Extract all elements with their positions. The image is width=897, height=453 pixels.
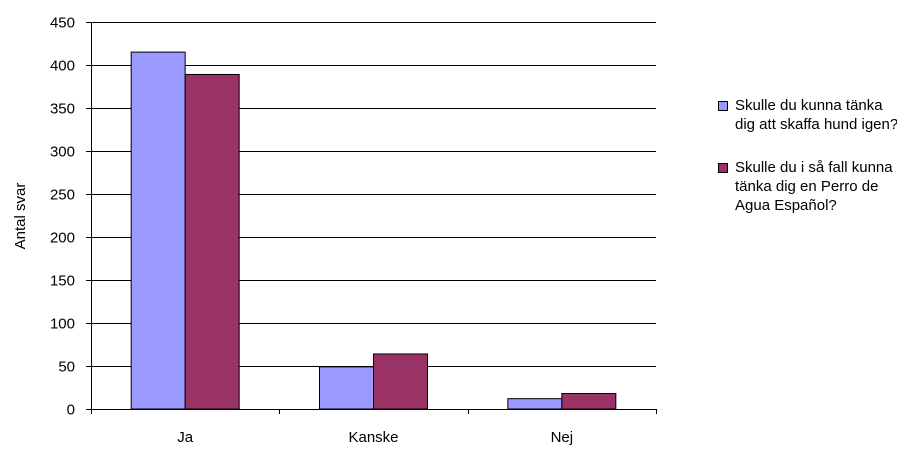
legend-item-series-2: Skulle du i så fall kunna tänka dig en P… bbox=[718, 158, 897, 215]
bar-nej-series-2 bbox=[561, 393, 617, 410]
x-tick-label-ja: Ja bbox=[177, 429, 194, 446]
y-tick-label-250: 250 bbox=[50, 187, 75, 204]
bar-nej-series-1 bbox=[507, 398, 563, 410]
legend-label-series-2: Skulle du i så fall kunna tänka dig en P… bbox=[735, 159, 893, 214]
axes: 0 50 100 150 200 250 300 350 400 450 Ja Kanske Nej bbox=[50, 15, 657, 446]
y-tick-label-150: 150 bbox=[50, 273, 75, 290]
y-tick-label-200: 200 bbox=[50, 230, 75, 247]
y-tick-label-350: 350 bbox=[50, 101, 75, 118]
legend-item-series-1: Skulle du kunna tänka dig att skaffa hun… bbox=[718, 96, 897, 134]
y-tick-label-100: 100 bbox=[50, 316, 75, 333]
bar-kanske-series-2 bbox=[373, 353, 428, 410]
y-tick-label-300: 300 bbox=[50, 144, 75, 161]
bar-ja-series-1 bbox=[130, 51, 186, 410]
x-tick-label-kanske: Kanske bbox=[348, 429, 398, 446]
bars bbox=[130, 51, 617, 410]
legend-swatch-series-1 bbox=[718, 101, 728, 111]
y-tick-label-50: 50 bbox=[58, 359, 75, 376]
y-tick-label-450: 450 bbox=[50, 15, 75, 32]
bar-ja-series-2 bbox=[184, 73, 240, 410]
legend: Skulle du kunna tänka dig att skaffa hun… bbox=[718, 96, 897, 239]
legend-label-series-1: Skulle du kunna tänka dig att skaffa hun… bbox=[735, 97, 897, 133]
legend-swatch-series-2 bbox=[718, 163, 728, 173]
y-axis-label: Antal svar bbox=[12, 183, 29, 250]
x-tick-label-nej: Nej bbox=[551, 429, 574, 446]
y-tick-label-400: 400 bbox=[50, 58, 75, 75]
bar-kanske-series-1 bbox=[319, 366, 374, 410]
y-tick-label-0: 0 bbox=[67, 402, 75, 419]
